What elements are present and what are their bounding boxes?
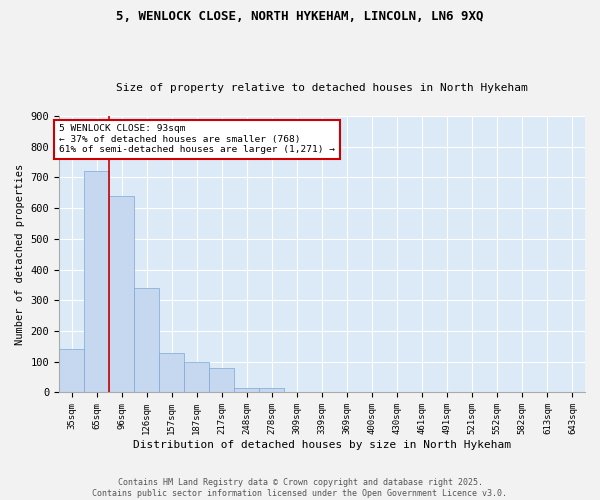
Bar [259, 388, 284, 392]
Bar [159, 352, 184, 393]
Text: 5 WENLOCK CLOSE: 93sqm
← 37% of detached houses are smaller (768)
61% of semi-de: 5 WENLOCK CLOSE: 93sqm ← 37% of detached… [59, 124, 335, 154]
Bar [134, 288, 159, 393]
Text: Contains HM Land Registry data © Crown copyright and database right 2025.
Contai: Contains HM Land Registry data © Crown c… [92, 478, 508, 498]
Bar [109, 196, 134, 392]
Y-axis label: Number of detached properties: Number of detached properties [15, 164, 25, 345]
Bar [84, 172, 109, 392]
Bar [184, 362, 209, 392]
Text: 5, WENLOCK CLOSE, NORTH HYKEHAM, LINCOLN, LN6 9XQ: 5, WENLOCK CLOSE, NORTH HYKEHAM, LINCOLN… [116, 10, 484, 23]
Bar [59, 350, 84, 393]
Title: Size of property relative to detached houses in North Hykeham: Size of property relative to detached ho… [116, 83, 528, 93]
Bar [209, 368, 235, 392]
Bar [235, 388, 259, 392]
X-axis label: Distribution of detached houses by size in North Hykeham: Distribution of detached houses by size … [133, 440, 511, 450]
